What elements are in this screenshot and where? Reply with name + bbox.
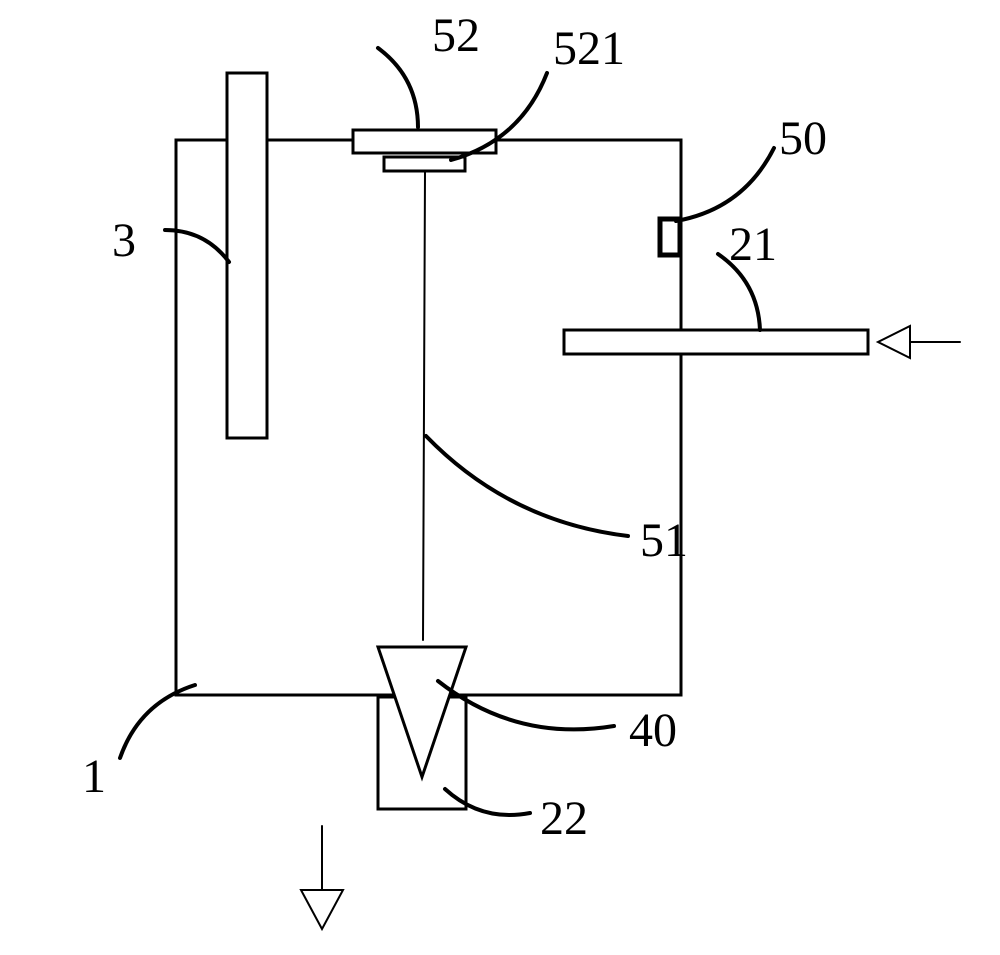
label-40: 40 xyxy=(629,707,677,755)
leader-50 xyxy=(676,148,774,221)
label-21: 21 xyxy=(729,221,777,269)
part-50 xyxy=(660,219,680,255)
arrow-out-head xyxy=(301,890,343,929)
inlet-21 xyxy=(564,330,868,354)
leader-52 xyxy=(378,48,418,127)
arrow-in-head xyxy=(878,326,910,358)
label-22: 22 xyxy=(540,795,588,843)
part-3 xyxy=(227,73,267,438)
label-3: 3 xyxy=(112,217,136,265)
diagram-stage: 52 521 50 3 21 51 40 22 1 xyxy=(0,0,1000,955)
label-50: 50 xyxy=(779,115,827,163)
diagram-svg xyxy=(0,0,1000,955)
label-52: 52 xyxy=(432,12,480,60)
label-1: 1 xyxy=(82,753,106,801)
label-521: 521 xyxy=(553,25,625,73)
label-51: 51 xyxy=(640,517,688,565)
